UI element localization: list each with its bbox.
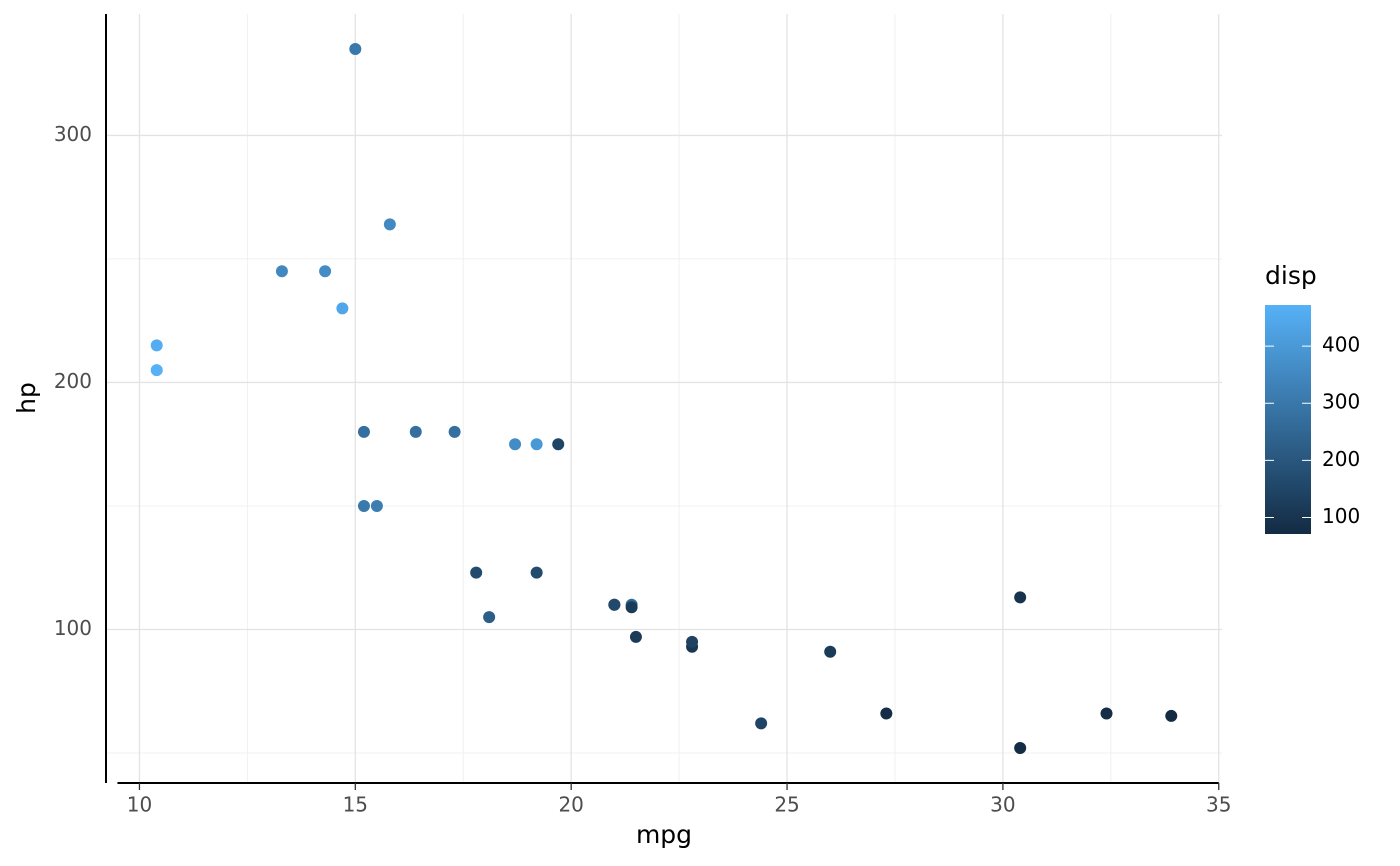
point xyxy=(357,425,370,438)
point xyxy=(686,635,699,648)
x-tick-label: 15 xyxy=(343,793,368,817)
point xyxy=(370,499,383,512)
point xyxy=(1014,591,1027,604)
point xyxy=(552,438,565,451)
point xyxy=(880,707,893,720)
y-axis-title: hp xyxy=(12,382,41,414)
x-tick-label: 10 xyxy=(127,793,152,817)
point xyxy=(824,645,837,658)
point xyxy=(629,630,642,643)
point xyxy=(530,438,543,451)
point xyxy=(150,339,163,352)
legend-tick-label: 400 xyxy=(1322,333,1360,357)
legend-tick-label: 200 xyxy=(1322,447,1360,471)
legend-title: disp xyxy=(1265,261,1317,290)
x-tick-label: 35 xyxy=(1206,793,1231,817)
point xyxy=(1100,707,1113,720)
point xyxy=(275,265,288,278)
point xyxy=(336,302,349,315)
point xyxy=(625,601,638,614)
point xyxy=(319,265,332,278)
point xyxy=(530,566,543,579)
point xyxy=(357,499,370,512)
y-tick-label: 100 xyxy=(54,616,92,640)
point xyxy=(1014,742,1027,755)
point xyxy=(509,438,522,451)
y-tick-label: 200 xyxy=(54,369,92,393)
point xyxy=(349,42,362,55)
legend-tick-label: 300 xyxy=(1322,390,1360,414)
color-bar xyxy=(1265,305,1311,534)
x-tick-label: 25 xyxy=(774,793,799,817)
point xyxy=(1165,709,1178,722)
x-tick-label: 20 xyxy=(558,793,583,817)
y-tick-label: 300 xyxy=(54,122,92,146)
legend-tick-label: 100 xyxy=(1322,504,1360,528)
x-axis-title: mpg xyxy=(636,820,692,849)
point xyxy=(150,364,163,377)
point xyxy=(383,218,396,231)
point xyxy=(755,717,768,730)
point xyxy=(483,611,496,624)
point xyxy=(608,598,621,611)
point xyxy=(409,425,422,438)
point xyxy=(470,566,483,579)
x-tick-label: 30 xyxy=(990,793,1015,817)
point xyxy=(448,425,461,438)
